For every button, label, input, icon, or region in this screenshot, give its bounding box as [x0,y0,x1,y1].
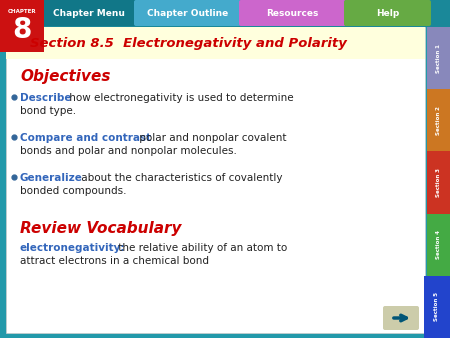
FancyBboxPatch shape [383,306,419,330]
FancyBboxPatch shape [134,0,241,26]
FancyBboxPatch shape [344,0,431,26]
FancyBboxPatch shape [41,0,136,26]
Bar [0,0,450,27]
Bar [0,0,44,52]
Text: how electronegativity is used to determine: how electronegativity is used to determi… [67,93,294,103]
Text: Chapter Outline: Chapter Outline [147,8,228,18]
Text: Compare and contrast: Compare and contrast [20,133,151,143]
Text: Help: Help [376,8,399,18]
FancyBboxPatch shape [239,0,346,26]
Text: Section 3: Section 3 [436,168,441,197]
Text: 8: 8 [12,16,32,44]
Text: polar and nonpolar covalent: polar and nonpolar covalent [136,133,287,143]
Text: bond type.: bond type. [20,106,76,116]
Text: the relative ability of an atom to: the relative ability of an atom to [115,243,288,253]
Text: Section 2: Section 2 [436,106,441,135]
Text: CHAPTER: CHAPTER [8,9,36,14]
Text: Review Vocabulary: Review Vocabulary [20,221,181,236]
Text: Resources: Resources [266,8,319,18]
Text: Generalize: Generalize [20,173,83,183]
Text: Chapter Menu: Chapter Menu [53,8,125,18]
Text: about the characteristics of covalently: about the characteristics of covalently [78,173,283,183]
Bar [424,276,450,338]
Text: attract electrons in a chemical bond: attract electrons in a chemical bond [20,256,209,266]
Bar [427,89,450,151]
Text: Section 8.5  Electronegativity and Polarity: Section 8.5 Electronegativity and Polari… [30,38,347,50]
Bar [427,214,450,276]
Text: Describe: Describe [20,93,72,103]
Bar [6,27,425,59]
Text: Section 4: Section 4 [436,230,441,259]
Bar [427,27,450,89]
Text: Objectives: Objectives [20,69,111,84]
Bar [427,151,450,214]
Text: bonds and polar and nonpolar molecules.: bonds and polar and nonpolar molecules. [20,146,237,156]
Text: electronegativity:: electronegativity: [20,243,126,253]
Text: Section 5: Section 5 [435,292,440,321]
Text: Section 1: Section 1 [436,44,441,73]
Polygon shape [6,27,26,49]
Text: bonded compounds.: bonded compounds. [20,186,126,196]
